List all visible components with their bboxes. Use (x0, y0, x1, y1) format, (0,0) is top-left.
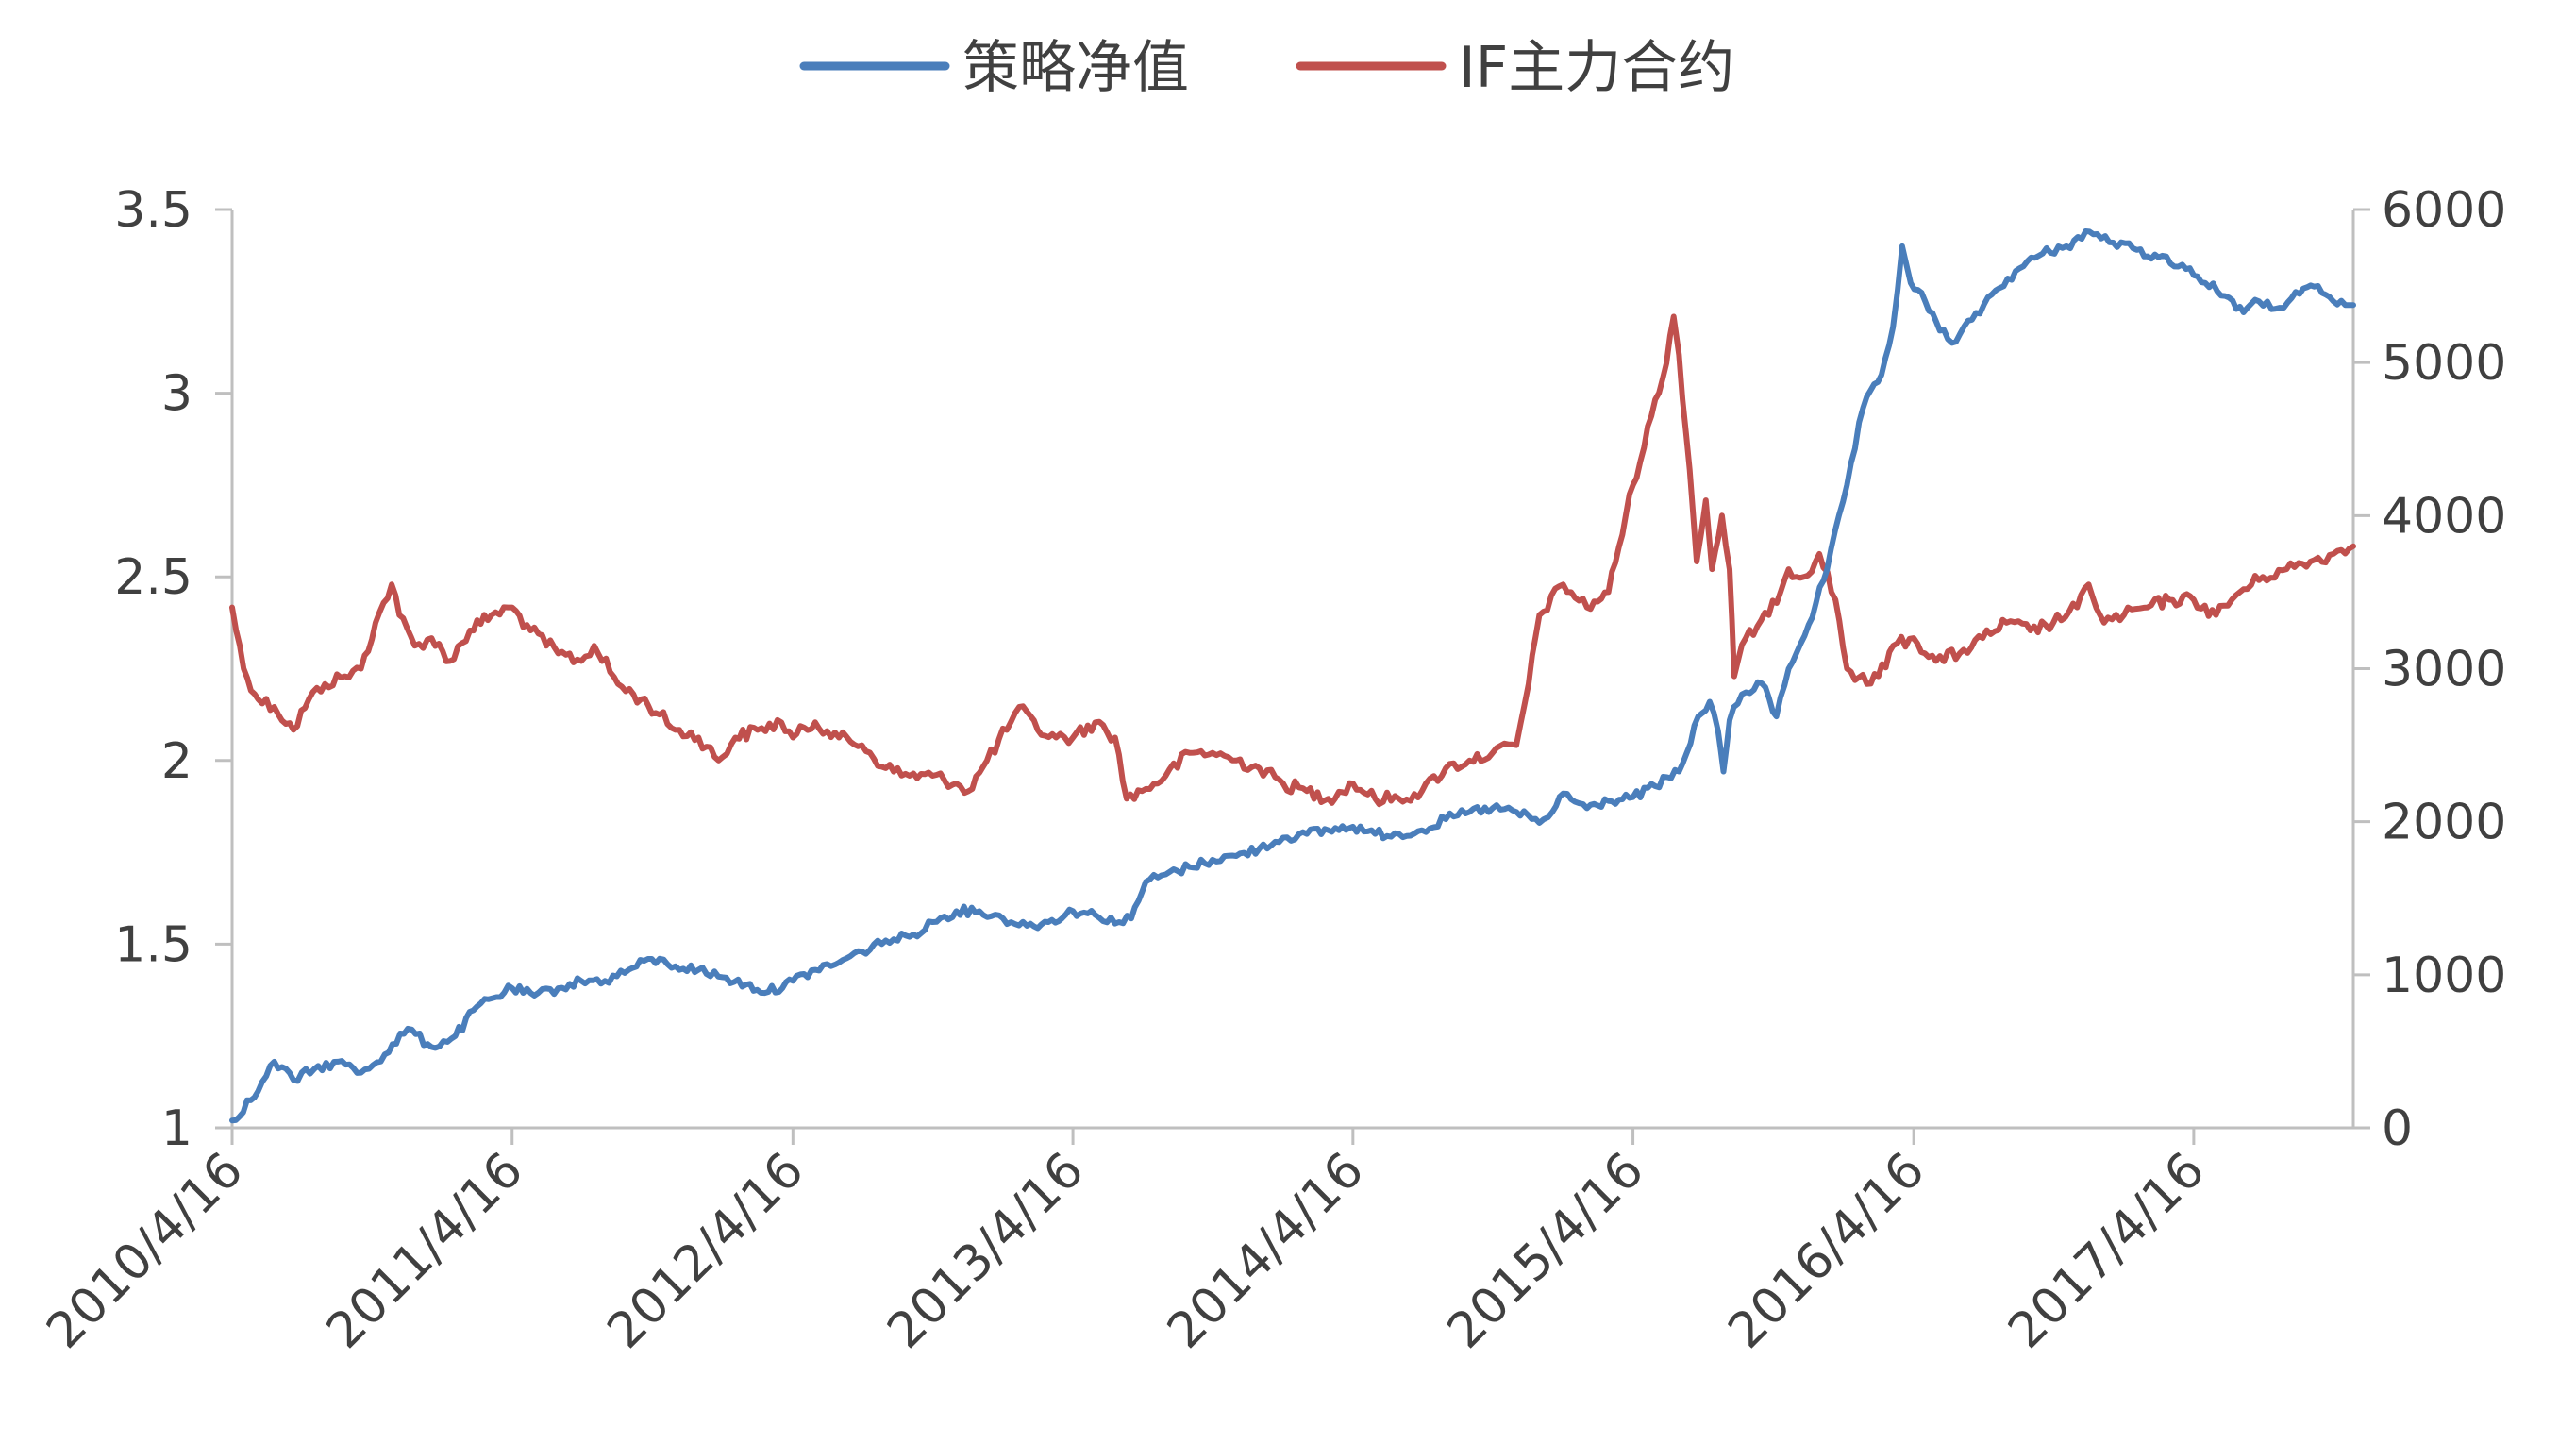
y-right-tick-label: 1000 (2382, 948, 2506, 1004)
y-left-tick-label: 2 (161, 733, 192, 790)
y-right-tick-label: 2000 (2382, 795, 2506, 851)
x-tick-label: 2013/4/16 (877, 1142, 1095, 1360)
x-tick-label: 2015/4/16 (1437, 1142, 1655, 1360)
y-right-tick-label: 6000 (2382, 182, 2506, 239)
x-tick-label: 2012/4/16 (597, 1142, 815, 1360)
y-left-tick-label: 1 (161, 1100, 192, 1157)
x-tick-label: 2017/4/16 (1998, 1142, 2216, 1360)
y-right-tick-label: 0 (2382, 1100, 2413, 1157)
series-line-if-contract (229, 313, 2356, 808)
legend: 策略净值 IF主力合约 (799, 35, 1734, 101)
legend-label: 策略净值 (962, 35, 1189, 101)
x-tick-label: 2014/4/16 (1157, 1142, 1375, 1360)
series-layer (229, 228, 2356, 1124)
y-right-tick-label: 3000 (2382, 642, 2506, 698)
y-left-tick-label: 3 (161, 366, 192, 423)
y-left-tick-label: 3.5 (114, 182, 192, 239)
y-right-tick-label: 4000 (2382, 488, 2506, 545)
y-left-tick-label: 2.5 (114, 549, 192, 606)
y-right-tick-label: 5000 (2382, 335, 2506, 392)
series-line-strategy-nav (229, 228, 2356, 1124)
x-tick-label: 2011/4/16 (316, 1142, 534, 1360)
x-tick-label: 2016/4/16 (1717, 1142, 1935, 1360)
legend-label: IF主力合约 (1459, 35, 1734, 101)
x-tick-label: 2010/4/16 (36, 1142, 254, 1360)
y-left-tick-label: 1.5 (114, 916, 192, 973)
